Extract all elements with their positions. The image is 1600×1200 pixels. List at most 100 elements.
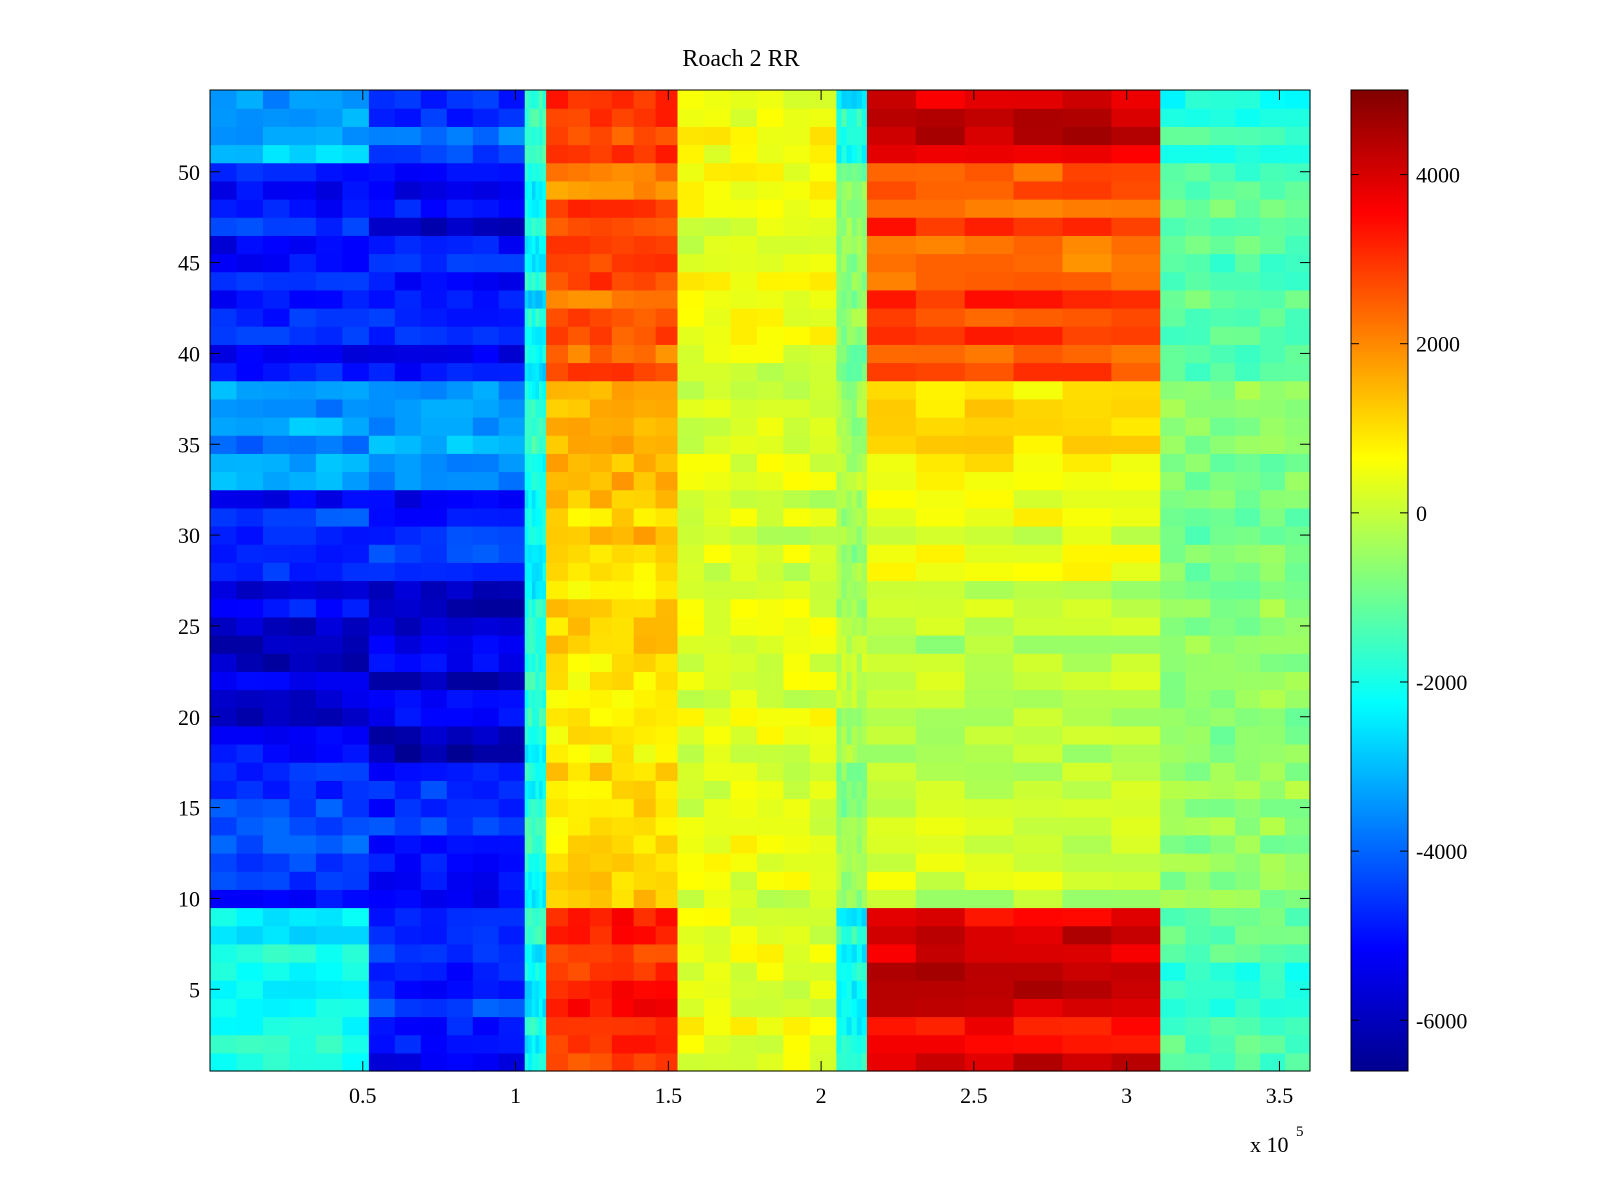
heatmap-cell [542,871,547,890]
heatmap-cell [342,453,370,473]
heatmap-cell [262,308,291,327]
heatmap-cell [846,144,853,164]
heatmap-cell [1260,1052,1286,1072]
heatmap-cell [498,816,526,836]
heatmap-cell [589,798,613,818]
heatmap-cell [1210,744,1236,763]
heatmap-cell [472,1052,500,1072]
heatmap-cell [846,580,853,600]
heatmap-cell [756,507,785,527]
heatmap-cell [262,271,291,291]
heatmap-cell [1210,725,1236,745]
heatmap-cell [677,853,705,872]
heatmap-cell [315,689,344,709]
heatmap-cell [1260,271,1286,291]
heatmap-cell [1210,1016,1236,1036]
heatmap-cell [1285,653,1311,672]
heatmap-cell [1235,998,1261,1018]
heatmap-cell [964,962,1015,981]
heatmap-cell [836,398,843,418]
heatmap-cell [531,271,537,291]
heatmap-cell [964,943,1015,963]
heatmap-cell [783,907,811,927]
heatmap-cell [1260,689,1286,709]
heatmap-cell [756,398,785,418]
heatmap-cell [531,1016,537,1036]
heatmap-cell [1160,598,1186,618]
heatmap-cell [783,671,811,691]
heatmap-cell [524,144,529,164]
heatmap-cell [546,271,569,291]
heatmap-cell [342,780,370,800]
y-tick-label: 15 [178,796,200,821]
heatmap-cell [446,980,474,999]
heatmap-cell [1285,417,1311,436]
heatmap-cell [633,90,657,109]
heatmap-cell [210,398,238,418]
heatmap-cell [535,108,540,127]
heatmap-cell [915,671,966,691]
heatmap-cell [861,180,868,200]
heatmap-cell [851,980,858,999]
heatmap-cell [915,108,966,127]
heatmap-cell [633,889,657,909]
heatmap-cell [210,526,238,545]
heatmap-cell [703,507,732,527]
heatmap-cell [531,598,537,618]
heatmap-cell [915,816,966,836]
heatmap-cell [589,308,613,327]
heatmap-cell [368,1034,396,1054]
heatmap-cell [836,344,843,364]
heatmap-cell [703,925,732,945]
heatmap-cell [528,780,533,800]
heatmap-cell [498,780,526,800]
heatmap-cell [856,635,863,654]
heatmap-cell [730,435,758,454]
heatmap-cell [856,853,863,872]
heatmap-cell [836,671,843,691]
heatmap-cell [368,380,396,400]
heatmap-cell [809,907,837,927]
heatmap-cell [538,653,544,672]
heatmap-cell [472,308,500,327]
heatmap-cell [1185,980,1211,999]
heatmap-cell [342,998,370,1018]
heatmap-cell [210,980,238,999]
x-tick-label: 3.5 [1266,1083,1294,1108]
heatmap-cell [420,1052,448,1072]
heatmap-cell [633,326,657,345]
heatmap-cell [546,943,569,963]
heatmap-cell [633,217,657,236]
heatmap-cell [528,907,533,927]
heatmap-cell [472,126,500,146]
heatmap-cell [866,653,917,672]
heatmap-cell [262,780,291,800]
heatmap-cell [730,344,758,364]
heatmap-cell [964,907,1015,927]
heatmap-cell [446,744,474,763]
heatmap-cell [420,707,448,727]
heatmap-cell [1185,853,1211,872]
heatmap-cell [611,180,635,200]
heatmap-cell [809,362,837,382]
heatmap-cell [542,90,547,109]
heatmap-cell [342,943,370,963]
heatmap-cell [730,1034,758,1054]
heatmap-cell [535,253,540,273]
heatmap-cell [531,1034,537,1054]
heatmap-cell [1210,326,1236,345]
heatmap-cell [861,144,868,164]
heatmap-cell [524,253,529,273]
heatmap-cell [1285,289,1311,309]
heatmap-cell [964,271,1015,291]
heatmap-cell [368,943,396,963]
heatmap-cell [730,889,758,909]
heatmap-cell [703,453,732,473]
heatmap-cell [528,90,533,109]
heatmap-cell [528,544,533,563]
heatmap-cell [677,1034,705,1054]
heatmap-cell [861,380,868,400]
heatmap-cell [446,943,474,963]
heatmap-cell [677,162,705,182]
heatmap-cell [538,507,544,527]
